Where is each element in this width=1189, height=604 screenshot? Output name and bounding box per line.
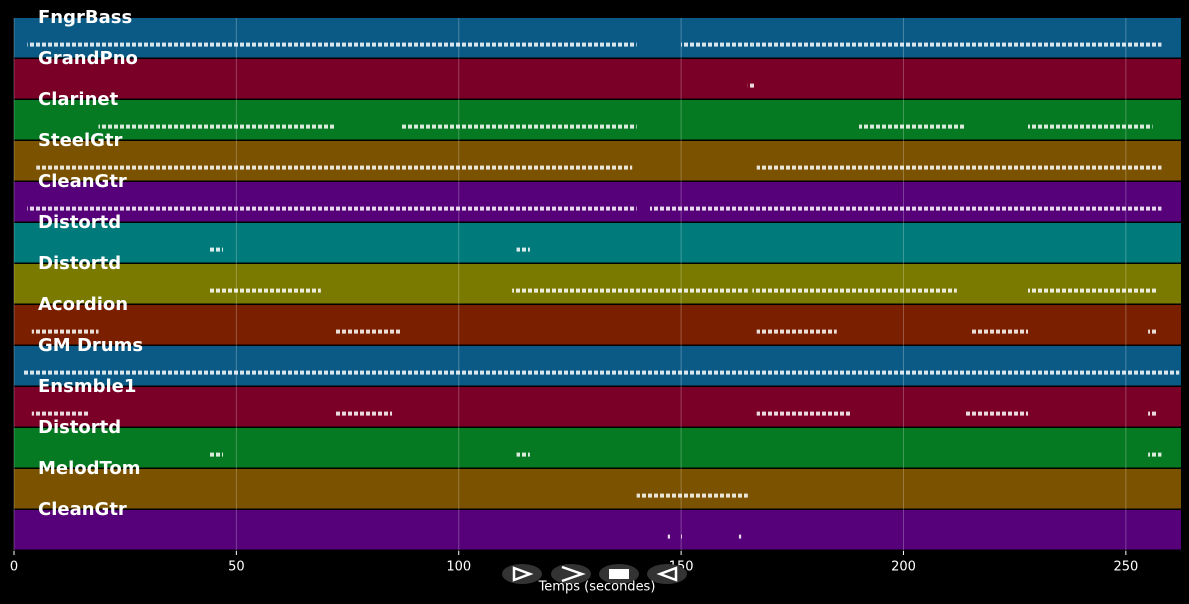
track-label: CleanGtr [38, 171, 127, 192]
note-segment [747, 83, 755, 88]
play-icon [512, 566, 534, 582]
track-band [14, 141, 1181, 181]
note-segment [965, 411, 1029, 416]
track-band [14, 264, 1181, 304]
note-segment [970, 329, 1029, 334]
note-segment [36, 165, 633, 170]
note-segment [681, 42, 753, 47]
note-segment [752, 288, 957, 293]
note-segment [756, 329, 837, 334]
track-label: FngrBass [38, 7, 132, 28]
note-segment [756, 165, 1162, 170]
x-tick-label: 0 [10, 560, 18, 575]
track-label: GrandPno [38, 48, 138, 69]
track-label: Acordion [38, 294, 128, 315]
note-segment [209, 288, 321, 293]
track-band [14, 305, 1181, 345]
track-label: Clarinet [38, 89, 119, 110]
note-segment [27, 42, 637, 47]
note-segment [752, 42, 1162, 47]
play-button[interactable] [502, 564, 542, 584]
transport-controls [502, 564, 687, 584]
forward-button[interactable] [551, 564, 591, 584]
forward-icon [561, 565, 586, 583]
track-band [14, 387, 1181, 427]
note-segment [1161, 370, 1180, 375]
note-segment [1028, 124, 1153, 129]
note-segment [98, 124, 335, 129]
note-segment [1148, 411, 1157, 416]
track-label: Distortd [38, 253, 121, 274]
note-segment [209, 452, 224, 457]
note-segment [756, 411, 851, 416]
track-band [14, 18, 1181, 58]
labels: FngrBass GrandPno Clarinet SteelGtr CleanGtr… [10, 7, 1138, 575]
note-segment [752, 206, 1162, 211]
note-segment [649, 206, 753, 211]
note-segment [22, 370, 1162, 375]
track-band [14, 428, 1181, 468]
x-tick-label: 50 [228, 560, 245, 575]
track-label: Ensmble1 [38, 376, 136, 397]
track-label: MelodTom [38, 458, 141, 479]
track-label: CleanGtr [38, 499, 127, 520]
note-segment [512, 288, 637, 293]
track-band [14, 100, 1181, 140]
x-tick-label: 200 [891, 560, 916, 575]
tracks [14, 18, 1181, 550]
note-segment [667, 534, 670, 539]
track-band [14, 59, 1181, 99]
note-segment [209, 247, 224, 252]
note-segment [27, 206, 637, 211]
track-band [14, 182, 1181, 222]
notes [22, 42, 1180, 539]
note-segment [334, 411, 393, 416]
note-segment [31, 329, 99, 334]
note-segment [1148, 329, 1157, 334]
note-segment [516, 452, 530, 457]
x-axis-label: Temps (secondes) [538, 580, 656, 595]
note-segment [738, 534, 742, 539]
note-segment [681, 534, 684, 539]
track-label: SteelGtr [38, 130, 123, 151]
track-label: Distortd [38, 212, 121, 233]
rewind-icon [656, 566, 678, 582]
note-segment [636, 493, 748, 498]
note-segment [1028, 288, 1157, 293]
x-tick-label: 100 [446, 560, 471, 575]
grid [13, 18, 1127, 555]
track-label: GM Drums [38, 335, 143, 356]
note-segment [400, 124, 637, 129]
track-band [14, 510, 1181, 550]
note-segment [636, 288, 748, 293]
stop-icon [609, 569, 629, 579]
note-segment [1148, 452, 1162, 457]
track-label: Distortd [38, 417, 121, 438]
track-band [14, 223, 1181, 263]
track-band [14, 469, 1181, 509]
note-segment [859, 124, 966, 129]
note-segment [31, 411, 90, 416]
note-segment [334, 329, 401, 334]
x-tick-label: 250 [1113, 560, 1138, 575]
note-segment [516, 247, 530, 252]
track-band [14, 346, 1181, 386]
